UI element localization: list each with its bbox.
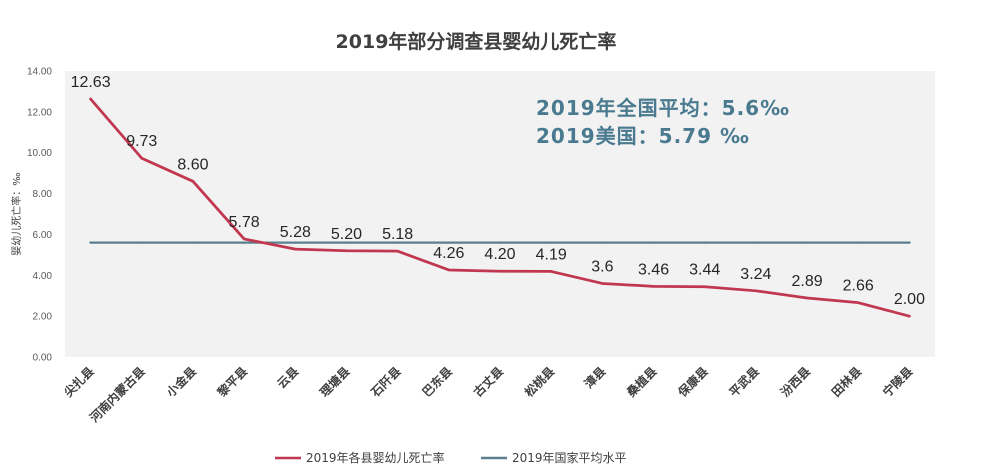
data-label: 12.63 xyxy=(71,74,111,91)
data-label: 2.89 xyxy=(791,273,822,290)
data-label: 3.46 xyxy=(638,261,669,278)
data-point-national xyxy=(140,241,143,244)
data-label: 5.28 xyxy=(280,224,311,241)
data-point-county xyxy=(601,282,604,285)
x-tick-label: 理塘县 xyxy=(317,364,353,400)
data-point-national xyxy=(191,241,195,244)
y-axis-label: 婴幼儿死亡率：‰ xyxy=(10,172,23,255)
legend: 2019年各县婴幼儿死亡率 2019年国家平均水平 xyxy=(275,450,627,465)
data-point-county xyxy=(447,268,451,272)
x-tick-label: 平武县 xyxy=(726,364,762,400)
data-point-county xyxy=(857,301,860,304)
data-point-county xyxy=(345,249,348,252)
legend-label-national-average: 2019年国家平均水平 xyxy=(512,450,627,465)
data-point-county xyxy=(549,270,553,273)
x-tick-label: 石阡县 xyxy=(367,364,404,401)
chart-title: 2019年部分调查县婴幼儿死亡率 xyxy=(336,30,617,53)
y-tick-label: 6.00 xyxy=(33,230,53,241)
data-point-national xyxy=(805,241,809,244)
data-point-county xyxy=(191,180,195,183)
data-point-county xyxy=(89,97,92,101)
y-tick-label: 4.00 xyxy=(33,271,53,282)
x-tick-label: 宁陵县 xyxy=(879,364,915,400)
data-label: 3.6 xyxy=(591,258,613,275)
data-point-county xyxy=(908,314,911,318)
data-label: 3.24 xyxy=(740,266,771,283)
x-tick-label: 尖扎县 xyxy=(61,364,97,400)
data-point-national xyxy=(549,241,553,244)
x-tick-label: 松桃县 xyxy=(521,364,557,400)
data-point-county xyxy=(498,270,502,273)
y-tick-label: 2.00 xyxy=(33,312,53,323)
plot-background xyxy=(65,71,935,357)
data-point-county xyxy=(754,289,758,293)
series-layer xyxy=(89,97,911,318)
data-point-county xyxy=(242,237,246,241)
data-point-national xyxy=(89,241,92,244)
data-label: 4.19 xyxy=(536,246,567,263)
data-label: 5.20 xyxy=(331,226,362,243)
data-point-county xyxy=(805,296,809,300)
y-tick-label: 14.00 xyxy=(27,67,52,78)
x-tick-label: 保康县 xyxy=(674,364,711,401)
x-tick-label: 田林县 xyxy=(828,364,864,400)
x-tick-label: 桑植县 xyxy=(624,364,660,400)
data-point-national xyxy=(396,241,399,244)
data-point-national xyxy=(447,241,451,244)
legend-label-county-rate: 2019年各县婴幼儿死亡率 xyxy=(306,450,445,465)
x-tick-label: 云县 xyxy=(275,364,302,391)
data-point-national xyxy=(601,241,604,244)
data-point-national xyxy=(345,241,348,244)
y-tick-label: 10.00 xyxy=(27,148,52,159)
annotation-us-rate: 2019美国：5.79 ‰ xyxy=(536,124,750,148)
x-tick-label: 古丈县 xyxy=(470,364,506,400)
data-label: 5.78 xyxy=(229,214,260,231)
data-point-national xyxy=(703,241,706,244)
data-point-county xyxy=(703,285,706,288)
data-point-national xyxy=(294,241,297,244)
y-tick-label: 0.00 xyxy=(33,353,53,364)
data-point-national xyxy=(857,241,860,244)
y-tick-label: 8.00 xyxy=(33,189,53,200)
data-point-national xyxy=(652,241,655,244)
data-label: 4.20 xyxy=(484,246,515,263)
data-label: 8.60 xyxy=(177,156,208,173)
data-labels: 12.63 9.73 8.60 5.78 5.28 5.20 5.18 4.26 4.20 4.1… xyxy=(71,74,926,308)
data-point-national xyxy=(498,241,502,244)
x-tick-label: 巴东县 xyxy=(419,364,455,400)
data-point-national xyxy=(908,241,911,244)
data-point-county xyxy=(294,247,297,251)
data-label: 2.66 xyxy=(843,278,874,295)
data-point-county xyxy=(652,285,655,288)
y-axis-ticks: 0.00 2.00 4.00 6.00 8.00 10.00 12.00 14.00 xyxy=(27,67,52,364)
y-tick-label: 12.00 xyxy=(27,107,52,118)
data-point-national xyxy=(754,241,758,244)
x-tick-label: 黎平县 xyxy=(214,364,250,400)
x-tick-label: 小金县 xyxy=(163,364,199,400)
data-label: 5.18 xyxy=(382,226,413,243)
data-label: 3.44 xyxy=(689,262,720,279)
annotation-national-average: 2019年全国平均：5.6‰ xyxy=(536,96,790,120)
data-point-county xyxy=(396,249,399,253)
data-point-county xyxy=(140,157,143,160)
data-label: 2.00 xyxy=(894,291,925,308)
data-label: 4.26 xyxy=(433,245,464,262)
x-tick-label: 漳县 xyxy=(581,364,609,392)
data-point-national xyxy=(242,241,246,244)
x-tick-label: 汾西县 xyxy=(777,364,813,400)
data-label: 9.73 xyxy=(126,133,157,150)
